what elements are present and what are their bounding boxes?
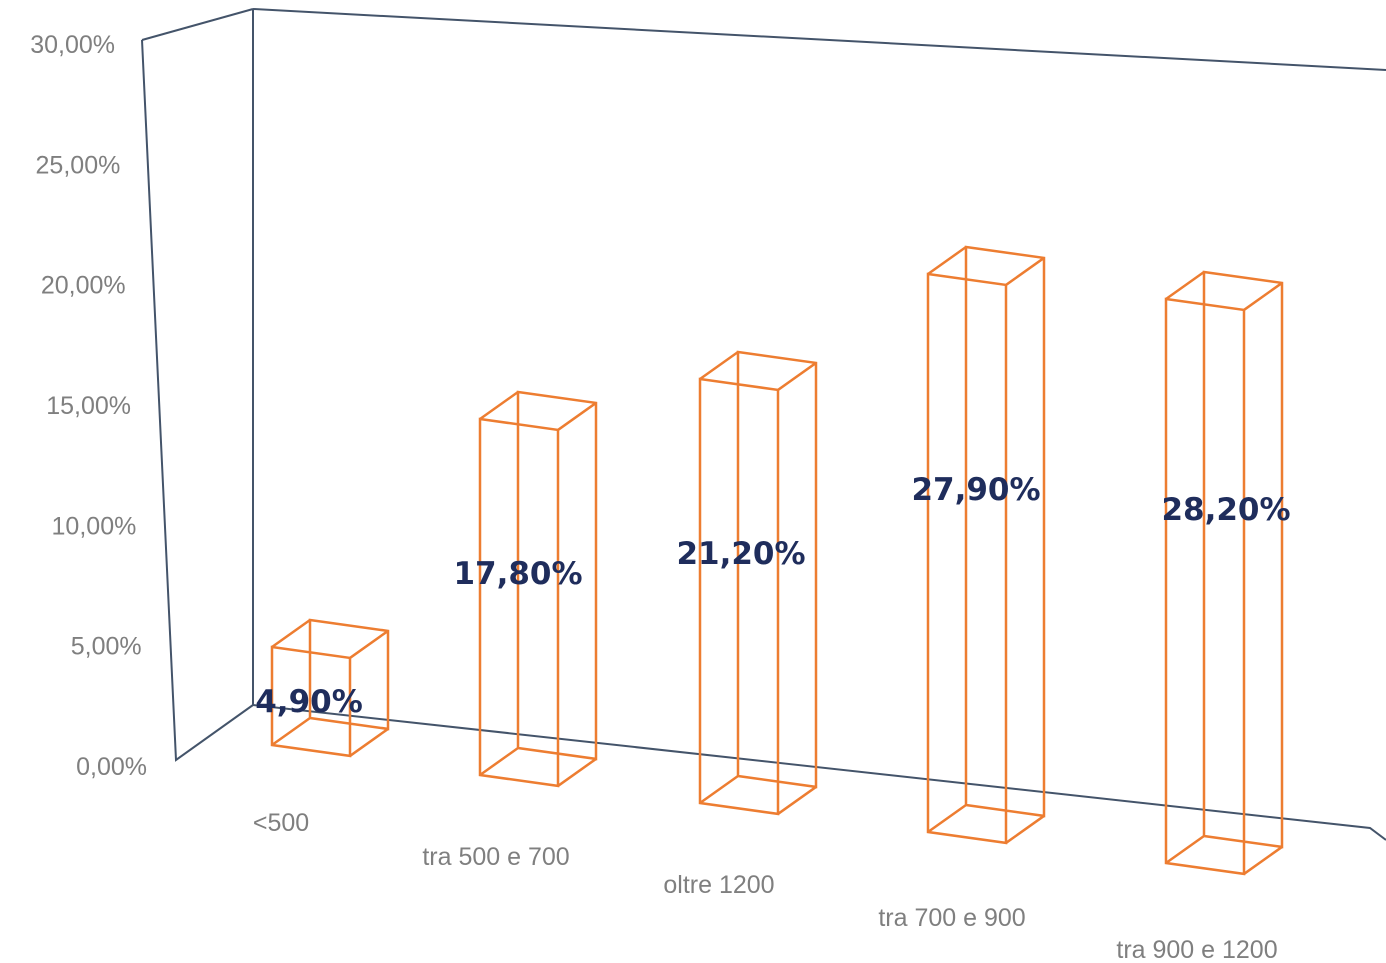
- y-tick-label: 10,00%: [52, 512, 137, 540]
- y-tick-label: 5,00%: [71, 633, 142, 661]
- side-wall-outline: [141, 39, 254, 762]
- data-labels: 4,90% 17,80% 21,20% 27,90% 28,20%: [255, 472, 1290, 720]
- bar: [698, 350, 818, 816]
- floor-back-edge: [252, 704, 1386, 841]
- bar: [270, 618, 390, 758]
- bar: [478, 390, 598, 788]
- x-category-label: tra 500 e 700: [422, 843, 569, 871]
- bars: [270, 245, 1284, 876]
- data-label: 28,20%: [1161, 492, 1290, 528]
- x-category-label: tra 700 e 900: [878, 904, 1025, 932]
- y-tick-label: 30,00%: [30, 31, 115, 59]
- data-label: 27,90%: [911, 472, 1040, 508]
- data-label: 4,90%: [255, 684, 363, 720]
- y-tick-label: 25,00%: [36, 151, 121, 179]
- side-wall-top-edge: [141, 8, 254, 41]
- x-category-label: <500: [253, 809, 309, 837]
- x-category-label: tra 900 e 1200: [1116, 936, 1277, 963]
- chart-frame: [141, 8, 1386, 841]
- data-label: 17,80%: [453, 556, 582, 592]
- y-tick-label: 15,00%: [46, 392, 131, 420]
- y-tick-label: 0,00%: [76, 753, 147, 781]
- bar: [926, 245, 1046, 845]
- x-axis-labels: <500 tra 500 e 700 oltre 1200 tra 700 e 900…: [253, 809, 1278, 963]
- y-tick-label: 20,00%: [41, 272, 126, 300]
- y-axis-ticks: 0,00% 5,00% 10,00% 15,00% 20,00% 25,00% 30,00%: [30, 31, 147, 781]
- x-category-label: oltre 1200: [663, 871, 774, 899]
- back-wall-top-edge: [252, 8, 1386, 71]
- data-label: 21,20%: [676, 536, 805, 572]
- bar: [1164, 270, 1284, 876]
